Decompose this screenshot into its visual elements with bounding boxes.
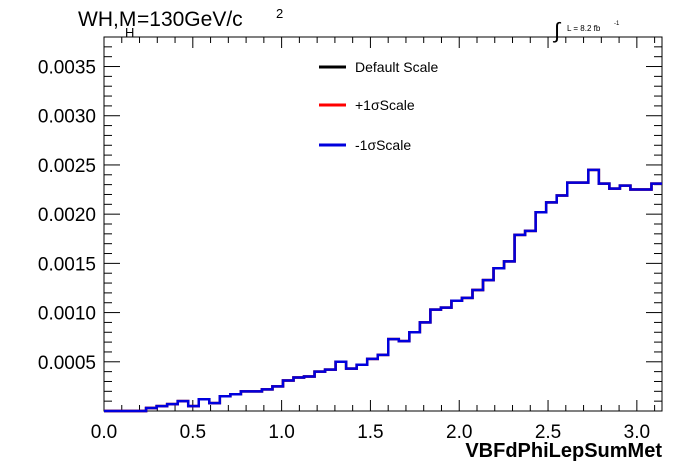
y-tick-label: 0.0030 <box>38 107 96 128</box>
y-tick-label: 0.0025 <box>38 156 96 177</box>
legend: Default Scale +1σScale -1σScale <box>319 59 438 153</box>
legend-label-plus: +1σScale <box>355 97 415 113</box>
y-tick-label: 0.0010 <box>38 304 96 325</box>
y-tick-label: 0.0005 <box>38 353 96 374</box>
lumi-superscript: -1 <box>614 21 620 27</box>
y-axis-ticks: 0.0005 0.0010 0.0015 0.0020 0.0025 0.0030 0.00… <box>38 36 662 402</box>
x-tick-label: 1.0 <box>268 422 294 443</box>
legend-label-default: Default Scale <box>355 59 438 75</box>
x-tick-label: 1.5 <box>357 422 383 443</box>
title-value: =130GeV/c <box>137 8 243 31</box>
y-tick-label: 0.0035 <box>38 58 96 79</box>
x-axis-label: VBFdPhiLepSumMet <box>465 440 662 462</box>
lumi-label: ∫ L = 8.2 fb -1 <box>552 18 620 43</box>
series-line-minus1sigma-scale <box>104 168 662 413</box>
title-main: WH,M <box>78 8 136 31</box>
title-superscript: 2 <box>276 6 283 21</box>
legend-label-minus: -1σScale <box>355 137 411 153</box>
title-subscript: H <box>125 25 134 40</box>
y-tick-label: 0.0020 <box>38 205 96 226</box>
x-axis-ticks: 0.0 0.5 1.0 1.5 2.0 2.5 3.0 <box>91 37 656 443</box>
y-tick-label: 0.0015 <box>38 254 96 275</box>
x-tick-label: 2.0 <box>446 422 472 443</box>
x-tick-label: 2.5 <box>535 422 561 443</box>
chart-title: WH,M H =130GeV/c 2 <box>78 6 283 40</box>
x-tick-label: 0.0 <box>91 422 117 443</box>
lumi-text: L = 8.2 fb <box>567 24 601 33</box>
x-tick-label: 3.0 <box>624 422 650 443</box>
x-tick-label: 0.5 <box>180 422 206 443</box>
integral-symbol: ∫ <box>552 18 562 43</box>
